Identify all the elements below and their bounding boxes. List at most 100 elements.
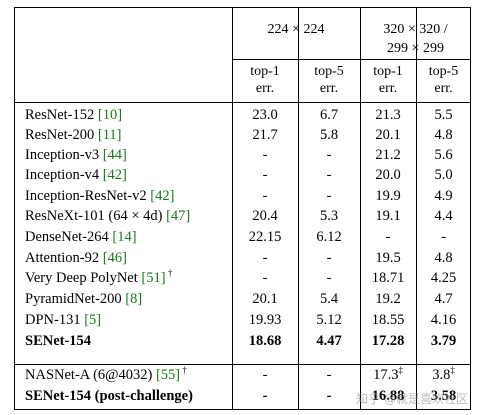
table-left-border [14,7,15,409]
model-name: ResNet-200 [11] [25,125,122,145]
table-row: PyramidNet-200 [8] 20.1 5.4 19.2 4.7 [0,289,482,309]
model-name: Inception-v4 [42] [25,165,127,185]
table-row: Inception-v4 [42] - - 20.0 5.0 [0,165,482,185]
value-cell: - [326,250,332,266]
header-bottom-rule [14,102,471,103]
footnote-mark: ‡ [398,365,403,376]
model-name: PyramidNet-200 [8] [25,289,142,309]
value-cell: 19.2 [375,291,401,307]
subheader-top5: top-5 [314,64,344,79]
citation-link[interactable]: [14] [112,229,137,245]
value-cell: 3.58 [430,388,457,404]
table-row: ResNet-200 [11] 21.7 5.8 20.1 4.8 [0,125,482,145]
value-cell: 4.8 [434,250,453,266]
value-cell: 5.0 [434,167,453,183]
value-cell: - [326,167,332,183]
table-right-border [470,7,471,409]
table-row: DenseNet-264 [14] 22.15 6.12 - - [0,227,482,247]
citation-link[interactable]: [8] [125,291,143,307]
value-cell: 23.0 [252,107,278,123]
value-cell: 4.8 [434,127,453,143]
value-cell: 5.3 [319,208,339,224]
subheader-top5: top-5 [428,64,459,79]
col-divider [232,7,233,409]
citation-link[interactable]: [44] [102,147,127,163]
value-cell: - [385,229,391,245]
model-name: Inception-v3 [44] [25,145,127,165]
citation-link[interactable]: [46] [102,250,127,266]
model-name: ResNet-152 [10] [25,105,122,125]
table-row: SENet-154 18.68 4.47 17.28 3.79 [0,331,482,351]
value-cell: 5.12 [316,312,342,328]
model-name-text: Attention-92 [25,250,103,266]
citation-link[interactable]: [11] [97,127,122,143]
model-name-text: SENet-154 [25,333,92,349]
model-name: NASNet-A (6@4032) [55] † [25,365,187,385]
value-cell: - [262,270,268,286]
value-cell: 5.4 [319,291,339,307]
table-row: ResNet-152 [10] 23.0 6.7 21.3 5.5 [0,105,482,125]
value-cell: - [441,229,446,245]
model-name: SENet-154 [25,331,91,351]
table-row: ResNeXt-101 (64 × 4d) [47] 20.4 5.3 19.1 4.4 [0,206,482,226]
value-cell: 5.8 [319,127,339,143]
subheader-top1: top-1 [373,64,403,79]
subheader-top1: top-1 [250,64,280,79]
model-name-text: SENet-154 (post-challenge) [25,388,193,404]
value-cell: 5.5 [434,107,453,123]
value-cell: 3.8‡ [432,365,455,383]
subheader-err: err. [378,81,398,96]
model-name-text: NASNet-A (6@4032) [25,367,156,383]
table-row: NASNet-A (6@4032) [55] † - - 17.3‡ 3.8‡ [0,365,482,385]
watermark: 知乎 @就是喜欢社区 [356,392,468,406]
citation-link[interactable]: [42] [150,188,175,204]
citation-link[interactable]: [47] [166,208,191,224]
value-cell: 21.2 [375,147,401,163]
group-header-224: 224 × 224 [267,22,325,37]
table-row: Inception-v3 [44] - - 21.2 5.6 [0,145,482,165]
value-cell: 19.93 [248,312,282,328]
citation-link[interactable]: [10] [97,107,123,123]
footnote-mark: † [180,365,187,376]
model-name-text: ResNet-152 [25,107,98,123]
model-name: Very Deep PolyNet [51] † [25,268,172,288]
value-cell: 17.3‡ [373,365,403,383]
value-cell: 5.6 [434,147,453,163]
value-cell: - [326,367,332,383]
model-name-text: Inception-ResNet-v2 [25,188,151,204]
citation-link[interactable]: [5] [84,312,102,328]
model-name-text: Inception-v3 [25,147,103,163]
value-cell: 19.9 [375,188,401,204]
citation-link[interactable]: [55] [155,367,181,383]
model-name-text: ResNeXt-101 (64 × 4d) [25,208,167,224]
table-row: Attention-92 [46] - - 19.5 4.8 [0,248,482,268]
citation-link[interactable]: [51] [141,270,166,286]
value-cell: 3.79 [430,333,457,349]
value-cell: 20.4 [252,208,278,224]
table-top-rule [14,7,471,8]
value-cell: 6.12 [316,229,342,245]
model-name-text: DenseNet-264 [25,229,113,245]
subheader-err: err. [255,81,275,96]
group2-sub-rule [360,59,471,60]
col-divider [416,7,417,409]
value-cell: 4.16 [430,312,457,328]
col-divider [298,7,299,409]
model-name: ResNeXt-101 (64 × 4d) [47] [25,206,190,226]
value-cell: - [262,147,268,163]
model-name: SENet-154 (post-challenge) [25,386,193,406]
value-cell: - [262,367,268,383]
senet-separator-rule [14,364,471,365]
citation-link[interactable]: [42] [102,167,127,183]
table-row: Very Deep PolyNet [51] † - - 18.71 4.25 [0,268,482,288]
value-cell: 16.88 [371,388,405,404]
group1-sub-rule [232,59,360,60]
value-cell: 6.7 [319,107,339,123]
value-cell: - [262,250,268,266]
group-header-320: 320 × 320 / [383,22,448,37]
table-row: DPN-131 [5] 19.93 5.12 18.55 4.16 [0,310,482,330]
model-name-text: ResNet-200 [25,127,98,143]
value-cell: 18.55 [371,312,405,328]
value-cell: 4.9 [434,188,453,204]
value-cell: - [262,167,268,183]
